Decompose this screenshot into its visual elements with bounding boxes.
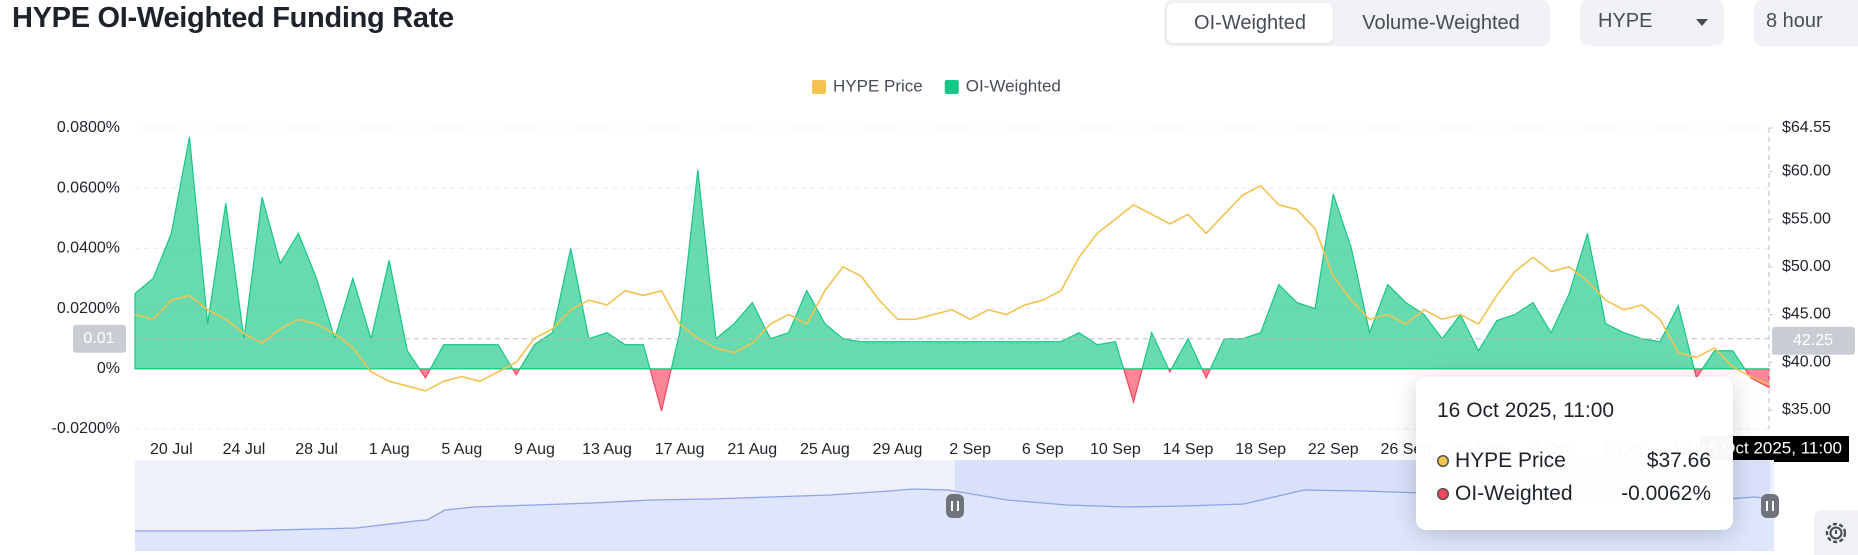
y-tick-label: 0.0200% [57,300,120,317]
navigator-area [135,489,1774,551]
price-line [134,184,1770,392]
y2-tick-label: $60.00 [1782,163,1831,180]
crosshair-y2-label: 42.25 [1793,332,1833,349]
x-tick-label: 10 Sep [1090,441,1141,458]
crosshair-label-bg [73,324,126,353]
y2-tick-label: $64.55 [1782,119,1831,136]
tooltip-name: HYPE Price [1455,449,1566,472]
metric-tabs: OI-Weighted Volume-Weighted [1164,0,1550,46]
x-tick-label: 13 Aug [582,441,632,458]
tooltip-value: -0.0062% [1621,482,1711,505]
gear-icon [1825,522,1847,544]
funding-area [134,136,1770,412]
navigator-handle-right[interactable] [1761,494,1779,518]
tooltip-row: OI-Weighted -0.0062% [1437,480,1711,510]
y2-tick-label: $40.00 [1782,353,1831,370]
y2-tick-label: $45.00 [1782,306,1831,323]
x-tick-label: 17 Aug [655,441,705,458]
tab-volume-weighted[interactable]: Volume-Weighted [1362,12,1520,34]
x-tick-label: 9 Aug [514,441,555,458]
legend-swatch [812,80,826,94]
tooltip: 16 Oct 2025, 11:00 HYPE Price $37.66 OI-… [1416,377,1733,530]
y-tick-label: 0.0400% [57,240,120,257]
tooltip-dot [1437,455,1449,467]
symbol-value: HYPE [1598,10,1653,32]
x-tick-label: 21 Aug [727,441,777,458]
x-tick-label: 24 Jul [223,441,266,458]
symbol-select[interactable]: HYPE [1580,0,1724,46]
y2-tick-label: $35.00 [1782,401,1831,418]
legend-swatch [944,80,959,94]
x-tick-label: 1 Aug [369,441,410,458]
y-tick-label: -0.0200% [52,420,121,437]
crosshair-label-bg [1772,326,1855,355]
x-tick-label: 2 Sep [949,441,991,458]
interval-value: 8 hour [1766,10,1823,32]
y2-tick-label: $50.00 [1782,258,1831,275]
y-tick-label: 0.0600% [57,179,120,196]
caret [1696,19,1708,26]
page-title: HYPE OI-Weighted Funding Rate [12,2,454,34]
crosshair-x-label: 16 Oct 2025, 11:00 [1699,438,1842,457]
tooltip-dot [1437,488,1449,500]
x-tick-label: 29 Aug [873,441,923,458]
x-tick-label: 5 Aug [441,441,482,458]
tooltip-name: OI-Weighted [1455,482,1573,505]
x-tick-label: 18 Sep [1235,441,1286,458]
tooltip-value: $37.66 [1646,449,1711,472]
tooltip-row: HYPE Price $37.66 [1437,447,1711,477]
x-tick-label: 20 Jul [150,441,193,458]
x-tick-label: 25 Aug [800,441,850,458]
y-tick-label: 0% [97,360,120,377]
interval-select[interactable]: 8 hour [1754,0,1858,46]
x-tick-label: 28 Jul [295,441,338,458]
x-tick-label: 6 Sep [1022,441,1064,458]
x-tick-label: 14 Sep [1163,441,1214,458]
navigator-handle-left[interactable] [946,494,964,518]
crosshair-y-label: 0.01 [83,330,114,347]
tab-oi-weighted[interactable]: OI-Weighted [1167,3,1333,43]
settings-button[interactable] [1814,510,1858,555]
x-tick-label: 22 Sep [1308,441,1359,458]
tooltip-title: 16 Oct 2025, 11:00 [1437,399,1615,422]
legend-label: OI-Weighted [966,76,1061,95]
y-tick-label: 0.0800% [57,119,120,136]
y2-tick-label: $55.00 [1782,210,1831,227]
legend-label: HYPE Price [833,76,923,95]
